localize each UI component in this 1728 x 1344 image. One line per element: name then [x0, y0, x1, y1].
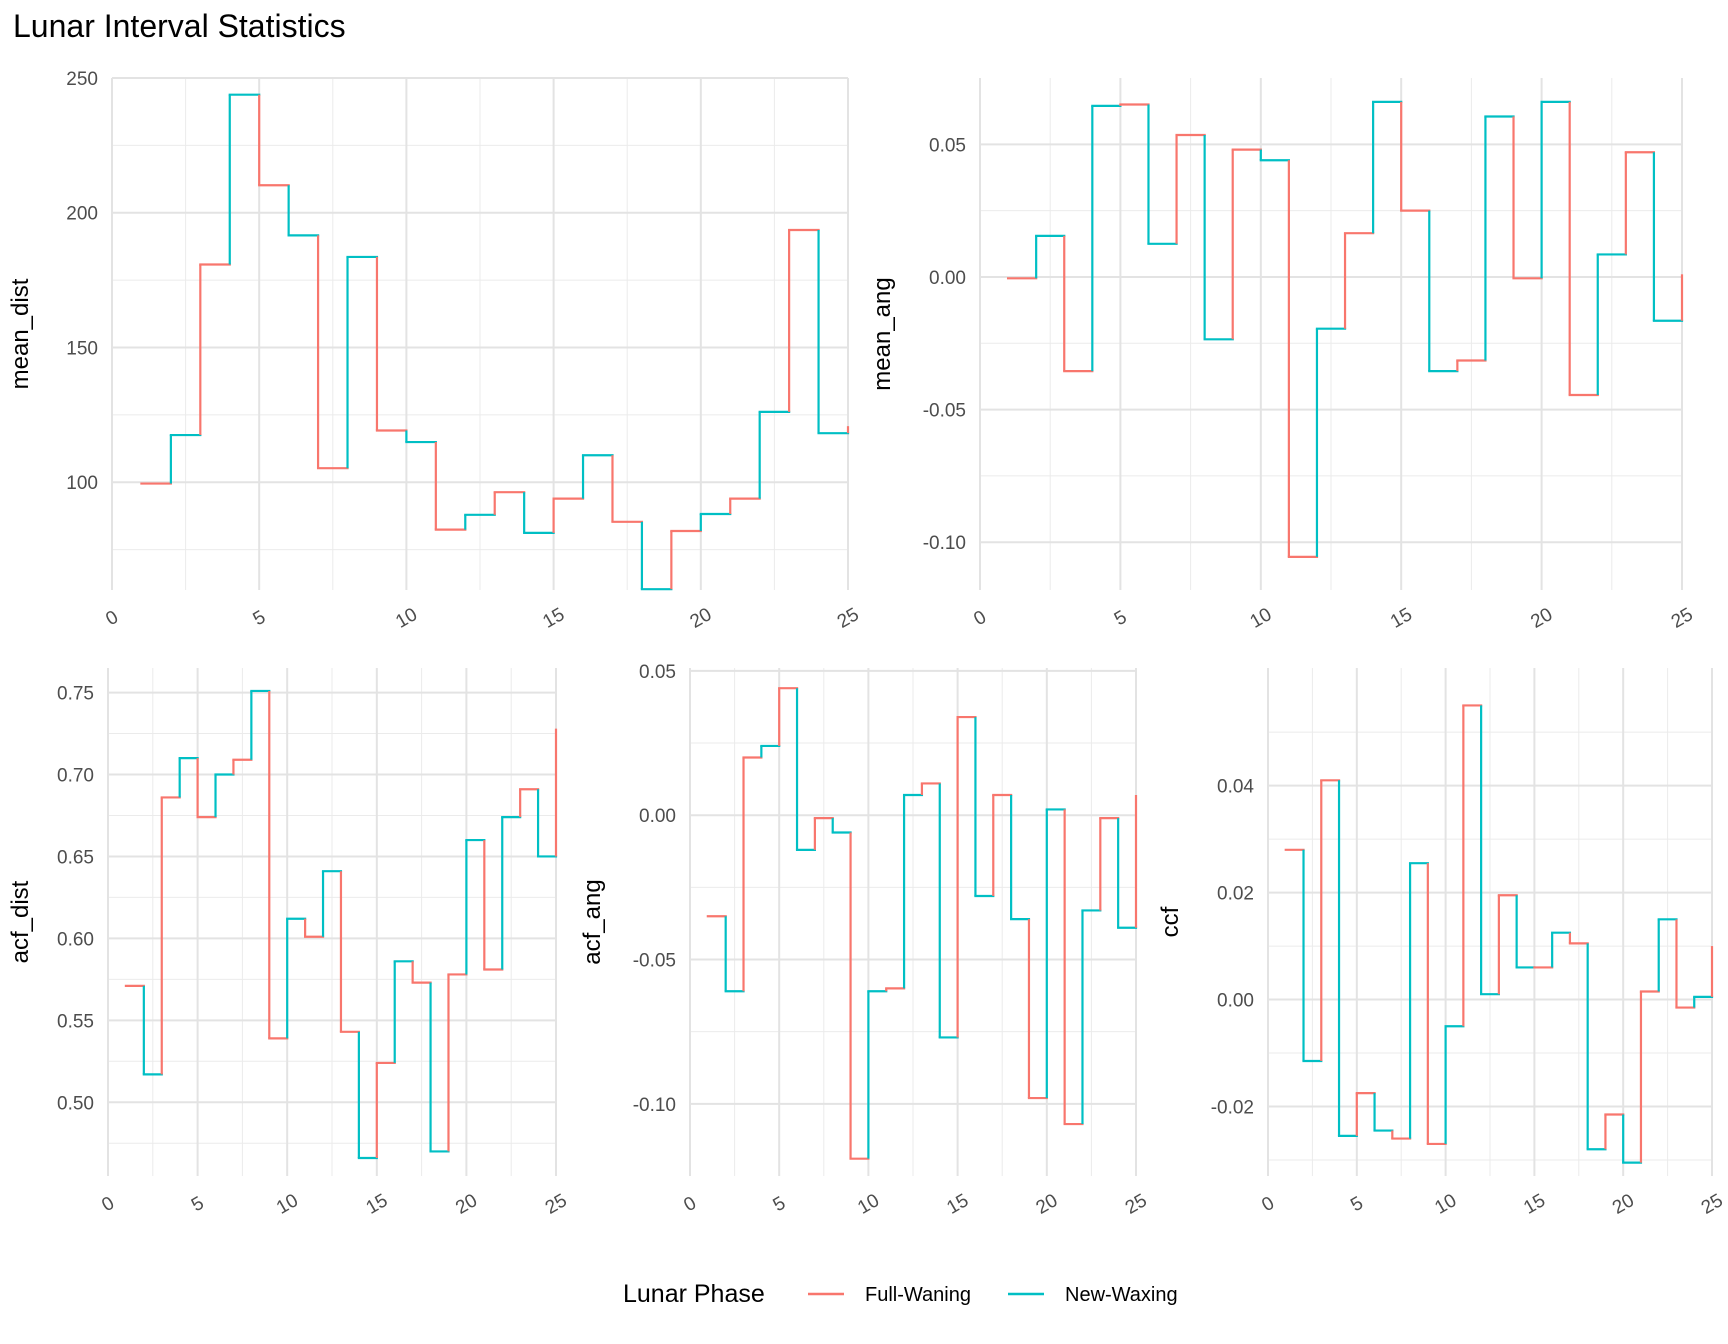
- x-tick-label: 15: [363, 1190, 392, 1219]
- y-tick-label: 0.75: [57, 684, 94, 705]
- x-tick-label: 15: [1387, 604, 1416, 633]
- y-tick-label: 200: [66, 204, 98, 225]
- y-tick-label: 150: [66, 338, 98, 359]
- x-tick-label: 20: [1033, 1190, 1062, 1219]
- x-tick-label: 15: [943, 1190, 972, 1219]
- x-tick-label: 0: [98, 1193, 118, 1216]
- y-axis-title: acf_ang: [579, 879, 606, 964]
- chart-title: Lunar Interval Statistics: [13, 8, 346, 44]
- x-tick-label: 25: [1698, 1190, 1727, 1219]
- y-tick-label: 250: [66, 69, 98, 90]
- panel-mean-dist: 0 5 10 15 20 25 100 150 200 250 mean_dist: [7, 69, 863, 633]
- x-tick-label: 20: [452, 1190, 481, 1219]
- y-tick-label: 0.70: [57, 766, 94, 787]
- x-tick-label: 20: [687, 604, 716, 633]
- y-axis-title: mean_dist: [7, 278, 34, 389]
- panel-acf-dist: 0 5 10 15 20 25 0.50 0.55 0.60 0.65 0.70 0.75 acf_di…: [7, 668, 571, 1219]
- x-tick-label: 0: [970, 607, 990, 630]
- x-tick-label: 10: [1431, 1190, 1460, 1219]
- panel-mean-ang: 0 5 10 15 20 25 -0.10 -0.05 0.00 0.05 mean_ang: [869, 78, 1697, 633]
- x-tick-label: 10: [1247, 604, 1276, 633]
- y-tick-label: 100: [66, 473, 98, 494]
- y-tick-label: 0.55: [57, 1011, 94, 1032]
- x-tick-label: 0: [1258, 1193, 1278, 1216]
- x-tick-label: 25: [542, 1190, 571, 1219]
- x-tick-label: 5: [1347, 1193, 1367, 1216]
- x-tick-label: 20: [1527, 604, 1556, 633]
- x-tick-label: 0: [102, 607, 122, 630]
- x-tick-label: 10: [854, 1190, 883, 1219]
- x-tick-label: 15: [539, 604, 568, 633]
- x-tick-label: 20: [1609, 1190, 1638, 1219]
- y-tick-label: 0.00: [929, 268, 966, 289]
- x-tick-label: 10: [273, 1190, 302, 1219]
- legend-label: Full-Waning: [865, 1284, 971, 1306]
- y-tick-label: 0.60: [57, 929, 94, 950]
- y-tick-label: 0.00: [1217, 991, 1254, 1012]
- x-tick-label: 25: [1668, 604, 1697, 633]
- x-tick-label: 15: [1520, 1190, 1549, 1219]
- y-axis-title: mean_ang: [869, 277, 896, 390]
- y-tick-label: -0.10: [633, 1095, 676, 1116]
- y-tick-label: 0.04: [1217, 777, 1254, 798]
- x-tick-label: 25: [1122, 1190, 1151, 1219]
- legend-label: New-Waxing: [1065, 1284, 1178, 1306]
- panel-ccf: 0 5 10 15 20 25 -0.02 0.00 0.02 0.04 ccf: [1157, 668, 1727, 1219]
- x-tick-label: 0: [680, 1193, 700, 1216]
- y-tick-label: 0.02: [1217, 884, 1254, 905]
- y-tick-label: -0.05: [923, 401, 966, 422]
- y-tick-label: 0.00: [639, 806, 676, 827]
- x-tick-label: 5: [250, 607, 270, 630]
- y-tick-label: -0.02: [1211, 1097, 1254, 1118]
- x-tick-label: 5: [188, 1193, 208, 1216]
- x-tick-label: 10: [392, 604, 421, 633]
- y-tick-label: 0.65: [57, 847, 94, 868]
- y-tick-label: -0.10: [923, 533, 966, 554]
- y-tick-label: 0.05: [639, 662, 676, 683]
- x-tick-label: 5: [1111, 607, 1131, 630]
- x-tick-label: 25: [834, 604, 863, 633]
- y-axis-title: ccf: [1157, 906, 1184, 937]
- y-tick-label: -0.05: [633, 951, 676, 972]
- x-tick-label: 5: [770, 1193, 790, 1216]
- legend: Lunar Phase Full-Waning New-Waxing: [623, 1280, 1178, 1308]
- legend-title: Lunar Phase: [623, 1280, 765, 1308]
- y-tick-label: 0.05: [929, 135, 966, 156]
- y-axis-title: acf_dist: [7, 880, 34, 963]
- y-tick-label: 0.50: [57, 1093, 94, 1114]
- panel-acf-ang: 0 5 10 15 20 25 -0.10 -0.05 0.00 0.05 acf_ang: [579, 662, 1151, 1219]
